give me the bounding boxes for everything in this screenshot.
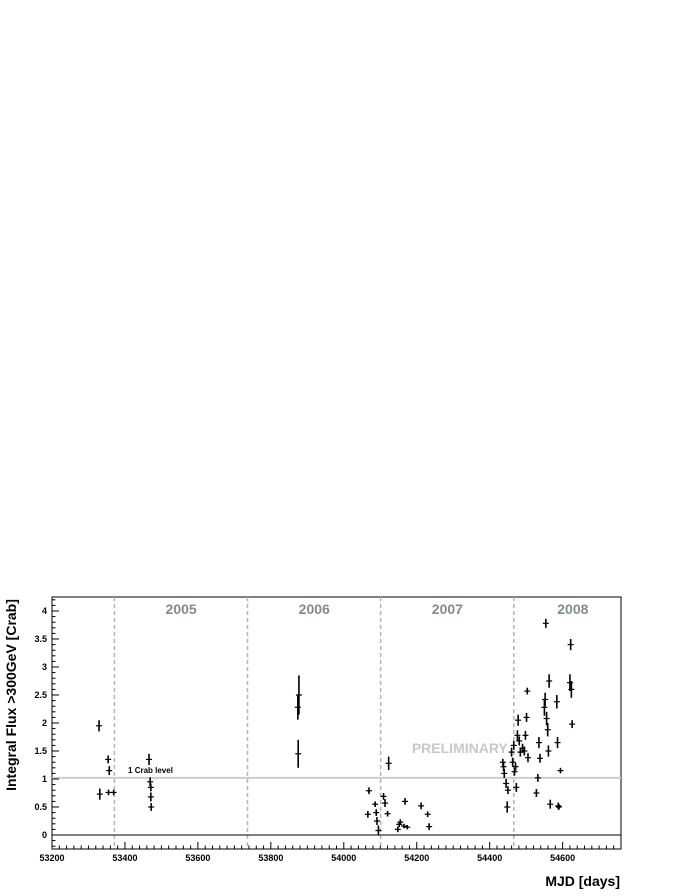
- x-tick-label: 53400: [112, 853, 137, 863]
- y-tick-label: 3.5: [34, 634, 47, 644]
- y-tick-label: 0: [42, 830, 47, 840]
- y-tick-label: 2.5: [34, 690, 47, 700]
- y-tick-label: 1: [42, 774, 47, 784]
- x-tick-label: 54400: [477, 853, 502, 863]
- y-tick-label: 0.5: [34, 802, 47, 812]
- x-tick-label: 54200: [404, 853, 429, 863]
- year-label-2005: 2005: [166, 601, 197, 617]
- x-axis-title: MJD [days]: [545, 873, 620, 889]
- y-tick-label: 2: [42, 718, 47, 728]
- x-tick-label: 53800: [258, 853, 283, 863]
- preliminary-watermark: PRELIMINARY: [412, 740, 509, 756]
- y-tick-label: 3: [42, 662, 47, 672]
- x-tick-label: 54600: [550, 853, 575, 863]
- year-label-2008: 2008: [557, 601, 588, 617]
- plot-frame: [51, 596, 622, 850]
- year-label-2007: 2007: [432, 601, 463, 617]
- crab-level-label: 1 Crab level: [128, 766, 173, 775]
- year-label-2006: 2006: [299, 601, 330, 617]
- y-tick-label: 4: [42, 606, 47, 616]
- x-tick-label: 53600: [185, 853, 210, 863]
- y-axis-title: Integral Flux >300GeV [Crab]: [3, 599, 19, 791]
- y-tick-label: 1.5: [34, 746, 47, 756]
- x-tick-label: 53200: [39, 853, 64, 863]
- x-tick-label: 54000: [331, 853, 356, 863]
- plot-layer: 1 Crab level 2005 2006 2007 2008 PRELIMINARY 0…: [34, 596, 622, 863]
